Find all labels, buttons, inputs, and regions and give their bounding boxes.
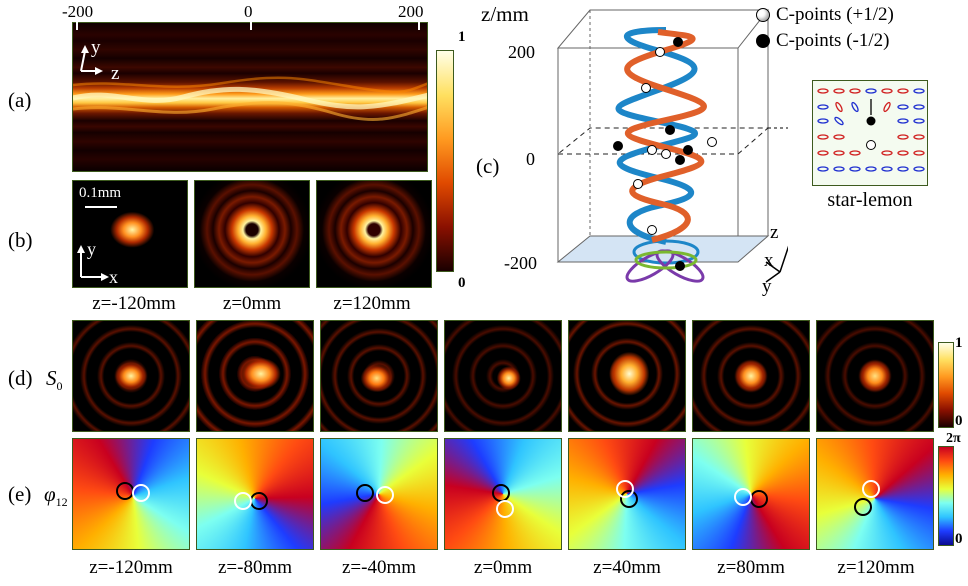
colorbar-phase-max: 2π (946, 431, 961, 446)
colorbar-s0 (938, 342, 954, 428)
triad-y: y (762, 276, 772, 297)
star-lemon-inset (812, 80, 928, 186)
z-axis-title: z/mm (481, 2, 529, 26)
z-tick-neg200: -200 (62, 2, 94, 21)
phase-map-1 (72, 438, 190, 550)
s0-map-6 (692, 320, 810, 432)
scale-bar-label: 0.1mm (79, 185, 122, 201)
colorbar-min-label: 0 (458, 275, 466, 291)
triad-x: x (764, 250, 774, 271)
caption-e-6: z=80mm (717, 557, 785, 578)
panel-label-a: (a) (8, 88, 32, 112)
panel-label-b: (b) (8, 228, 33, 252)
singularity-circles (234, 492, 268, 510)
s0-map-7 (816, 320, 934, 432)
caption-e-5: z=40mm (593, 557, 661, 578)
caption-e-2: z=-80mm (217, 557, 293, 578)
colorbar-max-label: 1 (458, 29, 466, 45)
transverse-spot-z-120 (316, 180, 432, 288)
colorbar-s0-min: 0 (955, 413, 963, 429)
z-tick-0: 0 (244, 2, 253, 21)
singularity-circles (116, 482, 150, 502)
tick-mark (76, 22, 78, 30)
scale-axes-overlay (77, 206, 117, 281)
phase-map-7 (816, 438, 934, 550)
colorbar-intensity (436, 50, 454, 272)
colorbar-phase-min: 0 (955, 531, 963, 547)
singularity-circles (492, 484, 514, 518)
panel-label-d: (d) (8, 366, 33, 390)
z-tick-neg200: -200 (504, 253, 537, 273)
tick-mark (250, 22, 252, 30)
singularity-circles (616, 480, 638, 508)
transverse-spot-z-0 (194, 180, 310, 288)
legend-plus: C-points (+1/2) (776, 4, 894, 25)
colorbar-phase (938, 446, 954, 546)
inset-caption: star-lemon (827, 189, 913, 211)
polarization-ellipses (817, 88, 925, 172)
caption-b-2: z=0mm (222, 293, 282, 314)
transverse-spot-z-neg120: 0.1mm y x (72, 180, 188, 288)
c-point-minus-icon (756, 34, 770, 48)
singularity-circles (734, 488, 768, 508)
s0-map-2 (196, 320, 314, 432)
beam-wave-overlay (73, 45, 427, 122)
phase-map-3 (320, 438, 438, 550)
s0-map-3 (320, 320, 438, 432)
y-axis-label: y (87, 239, 96, 259)
phase-map-4 (444, 438, 562, 550)
phi12-row-label: φ12 (44, 482, 68, 510)
helix-3d-plot (556, 9, 788, 283)
panel-label-c: (c) (476, 154, 500, 178)
caption-b-3: z=120mm (333, 293, 411, 314)
c-point-plus-icon (756, 8, 770, 22)
legend-minus: C-points (-1/2) (776, 30, 890, 51)
z-tick-200: 200 (398, 2, 424, 21)
s0-row-label: S0 (46, 366, 63, 394)
c-points-legend: C-points (+1/2) C-points (-1/2) (756, 4, 968, 54)
y-axis-label: y (91, 37, 101, 58)
s0-map-4 (444, 320, 562, 432)
singularity-circles (356, 484, 394, 504)
triad-z: z (770, 222, 779, 243)
caption-e-4: z=0mm (473, 557, 533, 578)
panel-label-e: (e) (8, 482, 32, 506)
phase-map-6 (692, 438, 810, 550)
z-tick-200: 200 (508, 42, 535, 62)
z-tick-0: 0 (526, 149, 535, 169)
caption-e-1: z=-120mm (89, 557, 173, 578)
caption-e-7: z=120mm (837, 557, 915, 578)
x-axis-label: x (109, 267, 118, 287)
z-axis-label: z (111, 63, 120, 84)
s0-map-5 (568, 320, 686, 432)
tick-mark (418, 22, 420, 30)
phase-map-2 (196, 438, 314, 550)
longitudinal-intensity-map: y z (72, 22, 428, 172)
singularity-circles (854, 480, 880, 516)
caption-b-1: z=-120mm (92, 293, 176, 314)
phase-map-5 (568, 438, 686, 550)
caption-e-3: z=-40mm (341, 557, 417, 578)
colorbar-s0-max: 1 (955, 335, 963, 351)
s0-map-1 (72, 320, 190, 432)
